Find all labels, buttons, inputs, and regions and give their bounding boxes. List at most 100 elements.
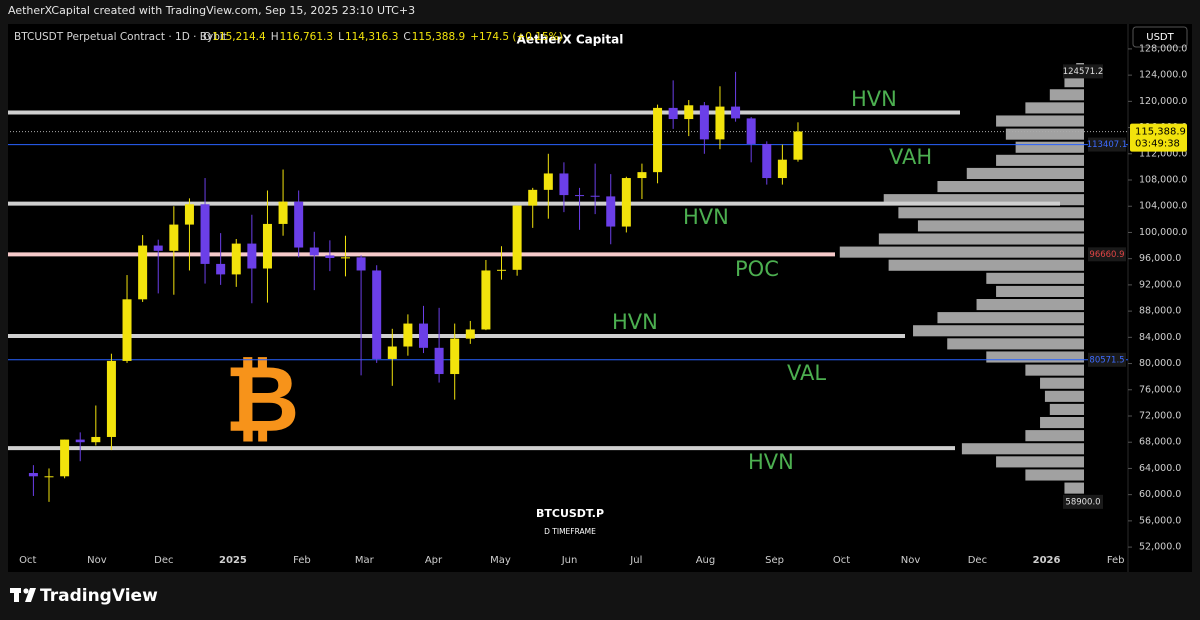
y-tick-label: 128,000.0	[1139, 43, 1187, 54]
y-tick-label: 104,000.0	[1139, 201, 1187, 212]
volume-bar	[937, 181, 1084, 193]
y-tick-label: 56,000.0	[1139, 515, 1181, 526]
y-tick-label: 96,000.0	[1139, 253, 1181, 264]
level-label: HVN	[748, 450, 794, 474]
volume-bar	[996, 285, 1084, 297]
x-tick-label: Jun	[561, 555, 578, 566]
candle-body	[340, 257, 350, 259]
candle-body	[746, 118, 756, 144]
candle-body	[44, 476, 54, 478]
level-label: HVN	[612, 310, 658, 334]
volume-bar	[1064, 76, 1084, 88]
candle-body	[200, 204, 210, 264]
volume-bar	[1025, 430, 1084, 442]
volume-bar	[898, 207, 1084, 219]
change: +174.5 (+0.15%)	[470, 31, 563, 43]
candle-body	[481, 270, 491, 330]
bitcoin-logo: ₿	[225, 345, 300, 452]
candle-body	[278, 201, 288, 224]
y-tick-label: 88,000.0	[1139, 306, 1181, 317]
price-tag	[1088, 137, 1126, 152]
volume-bar	[1015, 141, 1084, 153]
x-tick-label: Oct	[19, 555, 36, 566]
logo-shape	[25, 588, 36, 602]
price-tag-label: 80571.5	[1089, 355, 1124, 365]
y-tick-label: 60,000.0	[1139, 489, 1181, 500]
volume-bar	[1049, 403, 1084, 415]
x-tick-label: Nov	[901, 555, 921, 566]
volume-bar	[917, 220, 1084, 232]
ohlc-key: C	[403, 31, 410, 43]
currency-button[interactable]	[1132, 26, 1188, 48]
x-tick-label: 2025	[219, 555, 247, 566]
level-label: POC	[735, 257, 779, 281]
volume-bar	[937, 312, 1084, 324]
price-tag	[1063, 494, 1103, 509]
volume-bar	[878, 233, 1084, 245]
volume-bar	[996, 456, 1084, 468]
volume-bar	[961, 443, 1084, 455]
candle-body	[559, 173, 569, 196]
brand-logo	[10, 588, 36, 602]
x-tick-label: 2026	[1033, 555, 1061, 566]
candle-body	[418, 323, 428, 348]
brand: TradingView	[40, 586, 158, 606]
candle-body	[387, 346, 397, 359]
volume-bar	[996, 115, 1084, 127]
ohlc-value: 114,316.3	[345, 31, 398, 43]
candle-body	[715, 106, 725, 140]
candle-body	[762, 143, 772, 179]
last-price-tag	[1130, 123, 1187, 152]
candle-body	[621, 178, 631, 227]
price-tag-label: 113407.1	[1087, 140, 1128, 150]
ohlc-key: O	[203, 31, 211, 43]
x-tick-label: Feb	[1107, 555, 1125, 566]
candle-body	[653, 107, 663, 173]
volume-bar	[1049, 89, 1084, 101]
y-tick-label: 72,000.0	[1139, 410, 1181, 421]
chart-title: AetherX Capital	[517, 33, 624, 47]
candle-body	[91, 436, 101, 443]
y-tick-label: 100,000.0	[1139, 227, 1187, 238]
candle-body	[590, 195, 600, 197]
y-tick-label: 120,000.0	[1139, 96, 1187, 107]
volume-bar	[1040, 377, 1084, 389]
candle-body	[309, 247, 319, 256]
volume-bar	[1025, 102, 1084, 114]
y-tick-label: 92,000.0	[1139, 279, 1181, 290]
candle-body	[138, 245, 148, 300]
ohlc-legend: O 115,214.4 H 116,761.3 L 114,316.3 C 115,388.9…	[203, 31, 563, 43]
candle-body	[247, 243, 257, 269]
chart-panel	[8, 24, 1192, 572]
candle-body	[684, 105, 694, 120]
currency[interactable]: USDT	[1146, 32, 1174, 43]
candle-body	[216, 263, 226, 275]
countdown: 03:49:38	[1135, 139, 1180, 150]
price-tag	[1063, 64, 1103, 79]
candle-body	[668, 107, 678, 120]
ohlc-value: 115,388.9	[412, 31, 465, 43]
volume-bar	[996, 154, 1084, 166]
x-tick-label: Feb	[293, 555, 311, 566]
candle-body	[606, 196, 616, 227]
price-tag-label: 58900.0	[1065, 497, 1100, 507]
x-tick-label: Dec	[968, 555, 987, 566]
volume-bar	[1005, 128, 1084, 140]
candle-body	[169, 224, 179, 251]
y-tick-label: 124,000.0	[1139, 70, 1187, 81]
candle-body	[777, 159, 787, 179]
candle-body	[60, 439, 70, 477]
y-tick-label: 76,000.0	[1139, 384, 1181, 395]
volume-bar	[986, 351, 1084, 363]
x-tick-label: Jul	[629, 555, 642, 566]
candle-body	[372, 270, 382, 359]
ohlc-value: 115,214.4	[212, 31, 266, 43]
level-label: VAH	[889, 145, 932, 169]
x-tick-label: Apr	[425, 555, 443, 566]
volume-bar	[966, 167, 1084, 180]
candle-body	[793, 131, 803, 160]
volume-bar	[1064, 482, 1084, 494]
candle-body	[637, 172, 647, 179]
y-tick-label: 80,000.0	[1139, 358, 1181, 369]
